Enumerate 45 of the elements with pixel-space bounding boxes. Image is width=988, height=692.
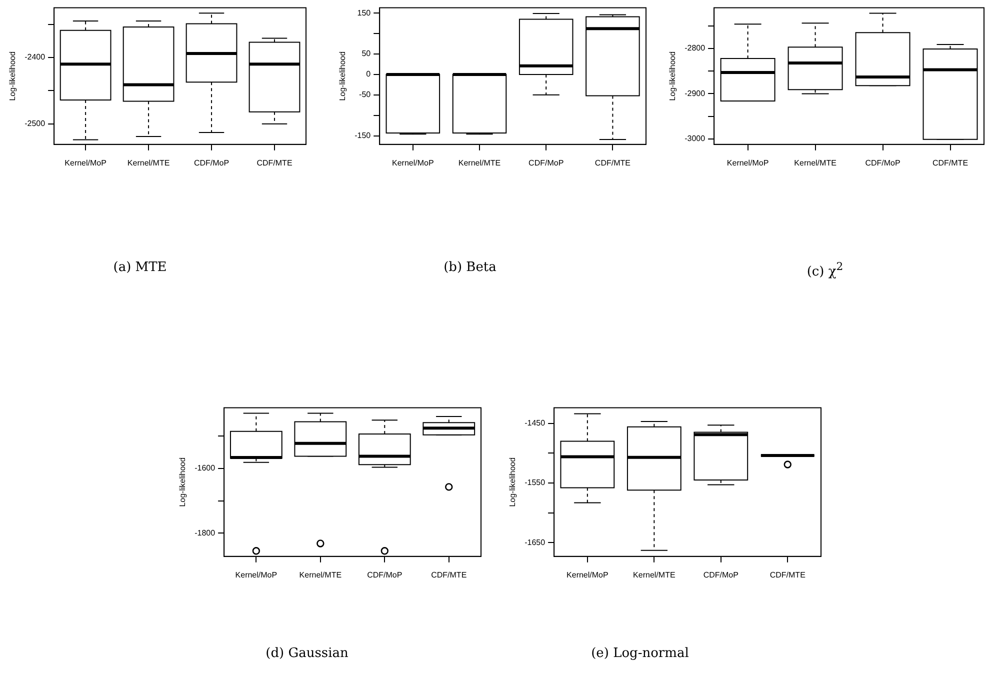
y-tick-label: 50 — [362, 49, 372, 58]
y-tick-label: 0 — [366, 70, 372, 79]
x-tick-label: CDF/MTE — [431, 570, 467, 580]
y-axis-title: Log-likelihood — [338, 51, 348, 101]
text: (a) MTE — [112, 260, 168, 275]
x-tick-label: Kernel/MoP — [726, 158, 769, 168]
y-tick-label: -2500 — [24, 119, 46, 128]
x-tick-label: CDF/MTE — [932, 158, 968, 168]
y-tick-label: -1800 — [194, 528, 216, 538]
y-tick-label: -1650 — [524, 538, 546, 547]
y-tick-label: -50 — [359, 90, 372, 100]
y-axis-title: Log-likelihood — [668, 51, 678, 101]
x-tick-label: Kernel/MTE — [127, 158, 170, 168]
x-tick-label: Kernel/MoP — [392, 158, 434, 168]
x-tick-label: CDF/MoP — [367, 570, 402, 580]
y-tick-label: -1600 — [194, 464, 216, 473]
x-tick-label: CDF/MTE — [256, 158, 292, 168]
x-tick-label: Kernel/MTE — [299, 570, 342, 580]
x-tick-label: CDF/MoP — [528, 158, 564, 168]
y-tick-label: -1550 — [524, 478, 546, 488]
y-axis-title: Log-likelihood — [178, 457, 188, 507]
x-tick-label: CDF/MoP — [703, 570, 738, 580]
y-axis-title: Log-likelihood — [8, 51, 18, 101]
x-tick-label: Kernel/MTE — [794, 158, 836, 168]
y-tick-label: -150 — [354, 131, 372, 140]
y-tick-label: -2900 — [684, 88, 706, 98]
x-tick-label: CDF/MTE — [770, 570, 806, 580]
y-tick-label: 150 — [357, 8, 372, 18]
x-tick-label: Kernel/MTE — [458, 158, 501, 168]
x-tick-label: Kernel/MoP — [566, 570, 608, 580]
x-tick-label: Kernel/MoP — [64, 158, 106, 168]
x-tick-label: Kernel/MoP — [235, 570, 278, 580]
x-tick-label: CDF/MoP — [865, 158, 900, 168]
x-tick-label: CDF/MTE — [594, 158, 630, 168]
y-tick-label: -1450 — [524, 418, 546, 428]
y-tick-label: -2400 — [24, 52, 46, 62]
text: (d) Gaussian — [264, 646, 350, 661]
text: (b) Beta — [442, 260, 498, 275]
text: (e) Log-normal — [590, 646, 690, 661]
text: (c) χ$^{2}$ — [806, 260, 844, 280]
y-tick-label: -3000 — [684, 134, 706, 144]
y-axis-title: Log-likelihood — [508, 457, 518, 507]
x-tick-label: CDF/MoP — [194, 158, 230, 168]
y-tick-label: -2800 — [684, 44, 706, 53]
x-tick-label: Kernel/MTE — [633, 570, 676, 580]
